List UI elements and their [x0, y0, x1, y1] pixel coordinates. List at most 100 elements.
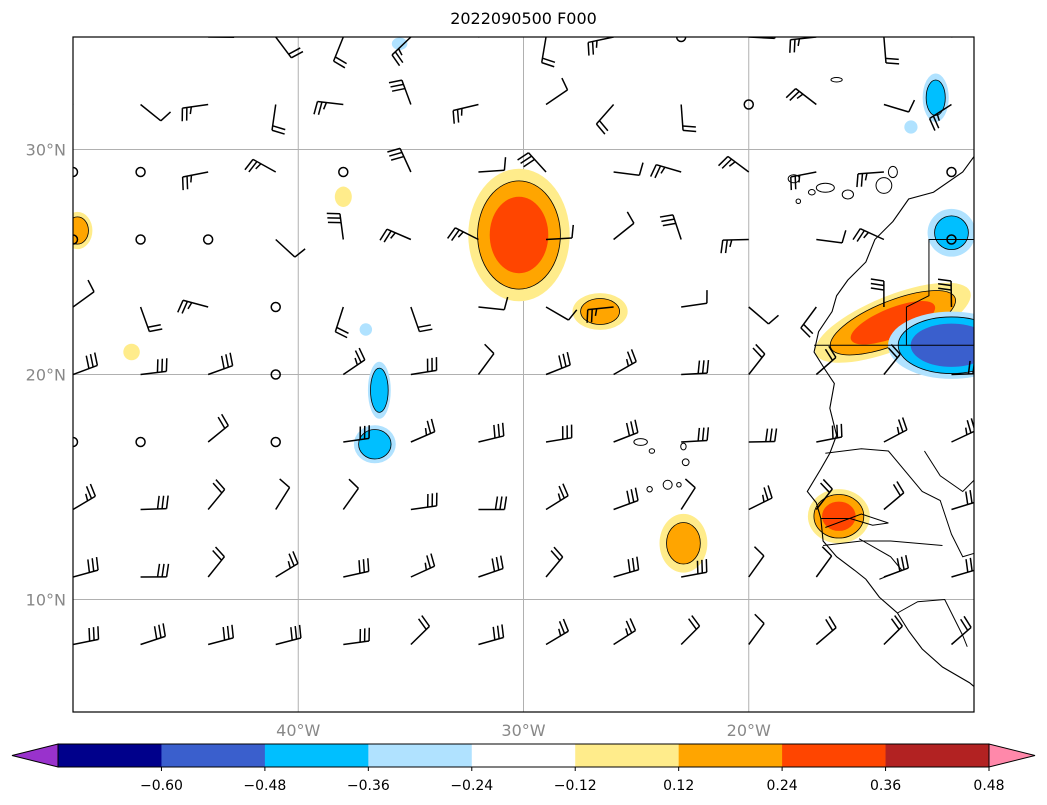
wind-barb [748, 485, 773, 511]
colorbar-segment [782, 744, 887, 767]
wind-barb [478, 296, 509, 311]
wind-barb [545, 424, 573, 443]
wind-barb [379, 228, 412, 243]
axis-labels: 40°W 30°W 20°W 30°N 20°N 10°N [26, 141, 771, 741]
wind-barb [680, 104, 697, 133]
colorbar-segment [885, 744, 990, 767]
wind-barb [545, 546, 564, 578]
wind-barb [73, 234, 79, 245]
colorbar-frame [57, 743, 990, 768]
contour-fill [934, 215, 969, 250]
wind-barb [342, 478, 360, 510]
contour-line [358, 429, 392, 460]
wind-barb [883, 615, 903, 646]
wind-barb [649, 163, 682, 179]
wind-barb [478, 496, 508, 511]
wind-barb [789, 37, 817, 53]
colorbar-tick-label: 0.48 [973, 778, 1004, 794]
contour-fill [822, 501, 856, 531]
wind-barb [140, 623, 167, 646]
wind-barb [139, 306, 163, 333]
wind-barb [446, 227, 479, 241]
wind-barb [477, 343, 495, 375]
map-area [73, 37, 974, 712]
island [875, 177, 893, 194]
anomaly-feature [73, 211, 93, 250]
wind-barb [659, 214, 682, 240]
wind-barb [270, 436, 281, 448]
chart-title: 2022090500 F000 [450, 9, 597, 28]
wind-barb [207, 624, 235, 646]
wind-barb [270, 369, 281, 380]
wind-barb [883, 344, 901, 375]
wind-barb [951, 556, 974, 578]
wind-barb [800, 306, 817, 338]
anomaly-feature [359, 323, 373, 336]
wind-barb [816, 423, 843, 443]
island [681, 458, 690, 467]
wind-barb [202, 234, 214, 245]
wind-barb [613, 162, 644, 177]
wind-barb [135, 166, 146, 178]
colorbar-tick-label: −0.48 [243, 778, 286, 794]
wind-barb [785, 88, 817, 106]
wind-barb [946, 166, 957, 178]
contour-fill [926, 79, 946, 116]
country-border [820, 513, 889, 528]
wind-barb [816, 230, 847, 244]
contour-fill [359, 323, 373, 336]
island [662, 479, 673, 490]
contour-fill [666, 522, 701, 565]
wind-barb [743, 99, 754, 110]
anomaly-feature [659, 513, 708, 573]
wind-barb [271, 104, 286, 135]
wind-barb [244, 158, 277, 173]
wind-barb [326, 212, 345, 240]
wind-barb [681, 359, 710, 376]
contour-fill [489, 196, 549, 274]
colorbar-segment [678, 744, 783, 767]
contour-line [73, 216, 89, 245]
wind-barb [343, 425, 370, 443]
anomaly-feature [123, 343, 140, 361]
wind-barb [540, 37, 556, 68]
contour-line [580, 298, 620, 325]
island [887, 165, 898, 179]
wind-barb [338, 166, 349, 178]
wind-barb [790, 171, 817, 191]
country-border [825, 448, 974, 558]
contour-fill [850, 301, 936, 345]
wind-barb [73, 102, 74, 105]
anomaly-feature [927, 208, 974, 257]
lon-tick-label: 20°W [727, 721, 771, 740]
wind-barb [73, 436, 79, 448]
island [680, 442, 687, 451]
wind-barb [207, 413, 229, 443]
colorbar-segment [368, 744, 473, 767]
wind-barb [613, 419, 639, 443]
anomaly-feature [468, 168, 570, 302]
wind-barb [410, 306, 433, 333]
wind-barb [332, 37, 347, 69]
wind-barb [73, 556, 99, 578]
country-border [897, 598, 968, 647]
wind-barb [410, 615, 431, 646]
contour-fill [904, 120, 918, 134]
country-border [906, 344, 974, 352]
contour-line [813, 494, 865, 539]
wind-barb [73, 483, 97, 511]
colorbar-tick-label: 0.24 [767, 778, 798, 794]
colorbar-tick-label: −0.36 [347, 778, 390, 794]
wind-barb [586, 306, 614, 323]
anomaly-feature [391, 37, 408, 50]
wind-barb [452, 103, 479, 124]
wind-barb [748, 546, 765, 578]
wind-barb [852, 227, 885, 242]
wind-barb [613, 349, 637, 376]
anomaly-feature [815, 282, 971, 363]
wind-barb [748, 306, 779, 325]
wind-barb [680, 478, 696, 510]
wind-barb [73, 37, 74, 38]
wind-barb [73, 626, 100, 646]
wind-barb [517, 152, 547, 173]
